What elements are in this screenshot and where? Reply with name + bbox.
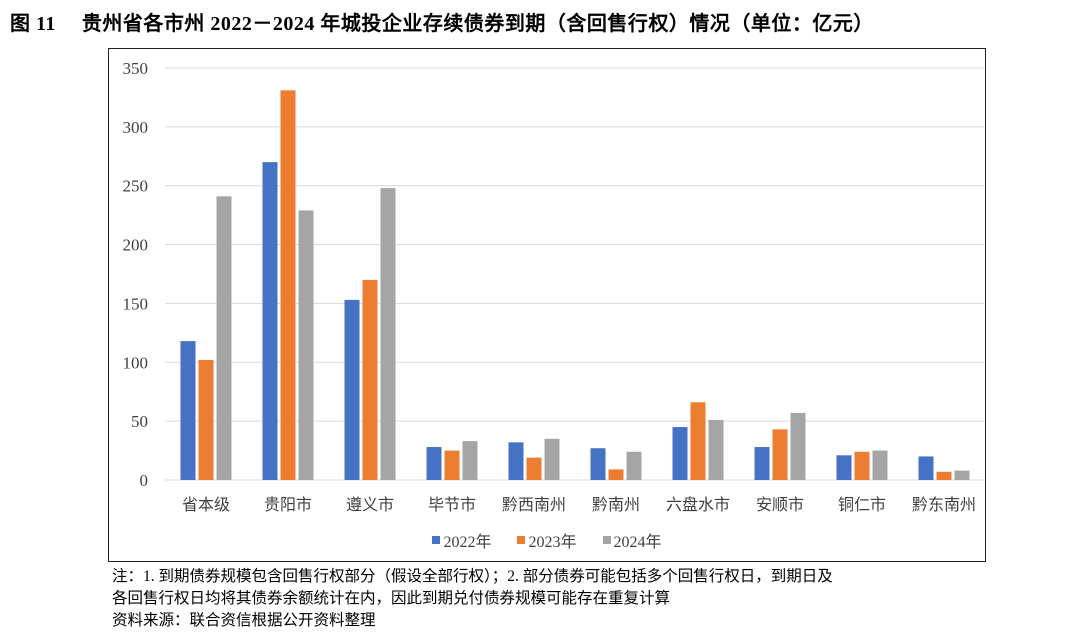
bar-2024年	[544, 438, 560, 480]
bar-2023年	[608, 469, 624, 480]
legend-item: 2024年	[602, 528, 662, 552]
bar-2023年	[362, 279, 378, 480]
chart-notes: 注：1. 到期债券规模包含回售行权部分（假设全部行权）；2. 部分债券可能包括多…	[112, 566, 1077, 632]
y-axis-tick-label: 300	[123, 118, 149, 137]
bar-2022年	[344, 299, 360, 480]
legend-label: 2022年	[443, 534, 492, 551]
bar-2023年	[280, 90, 296, 480]
bar-2022年	[672, 427, 688, 480]
legend-marker	[602, 536, 611, 544]
y-axis-tick-label: 100	[123, 353, 149, 372]
bar-2024年	[216, 196, 232, 480]
y-axis-tick-label: 350	[123, 59, 149, 78]
bar-2023年	[854, 451, 870, 480]
x-axis-category-label: 省本级	[182, 496, 230, 514]
x-axis-category-label: 毕节市	[428, 496, 476, 514]
bar-2024年	[872, 450, 888, 480]
bar-2024年	[380, 188, 396, 480]
x-axis-category-label: 六盘水市	[666, 495, 730, 514]
legend-item: 2022年	[432, 528, 491, 552]
bar-2022年	[590, 448, 606, 480]
x-axis-category-label: 贵阳市	[264, 496, 312, 514]
x-axis-category-label: 铜仁市	[838, 496, 886, 514]
bar-2024年	[790, 412, 806, 480]
bar-2023年	[444, 450, 460, 480]
chart-legend: 2022年 2023年 2024年	[109, 528, 985, 552]
bar-2023年	[526, 457, 542, 480]
figure-number: 图 11	[10, 13, 56, 35]
legend-label: 2023年	[528, 534, 577, 551]
y-axis-tick-label: 150	[123, 294, 149, 313]
chart-frame: 0 50 100 150 200 250 300 350 省本级 贵阳市 遵义市 毕节市 黔西南州 黔南州…	[108, 48, 986, 562]
y-axis-tick-label: 0	[140, 471, 149, 490]
bar-2024年	[298, 210, 314, 481]
bar-2024年	[462, 441, 478, 480]
bar-2024年	[708, 419, 724, 480]
bar-2022年	[754, 447, 770, 480]
x-axis-category-label: 黔东南州	[912, 496, 976, 514]
legend-marker	[517, 536, 526, 544]
bar-2022年	[262, 162, 278, 480]
bar-2022年	[426, 447, 442, 480]
legend-label: 2024年	[613, 534, 662, 551]
figure-caption: 贵州省各市州 2022－2024 年城投企业存续债券到期（含回售行权）情况（单位…	[81, 13, 874, 35]
figure-title: 图 11 贵州省各市州 2022－2024 年城投企业存续债券到期（含回售行权）情…	[10, 7, 1076, 36]
bar-2023年	[936, 471, 952, 480]
bar-2022年	[836, 455, 852, 480]
bar-2022年	[180, 341, 196, 480]
bar-2022年	[508, 442, 524, 480]
bar-2023年	[690, 402, 706, 480]
bar-2024年	[626, 451, 642, 480]
bar-2024年	[954, 470, 970, 480]
bar-chart: 0 50 100 150 200 250 300 350 省本级 贵阳市 遵义市 毕节市 黔西南州 黔南州…	[123, 59, 984, 514]
bar-2022年	[918, 456, 934, 480]
legend-item: 2023年	[517, 528, 577, 552]
note-line-1: 注：1. 到期债券规模包含回售行权部分（假设全部行权）；2. 部分债券可能包括多…	[112, 568, 833, 585]
legend-marker	[432, 536, 441, 544]
source-line: 资料来源：联合资信根据公开资料整理	[112, 612, 376, 629]
y-axis-tick-label: 250	[123, 177, 149, 196]
note-line-2: 各回售行权日均将其债券余额统计在内，因此到期兑付债券规模可能存在重复计算	[112, 590, 671, 607]
bar-2023年	[772, 429, 788, 480]
x-axis-category-label: 安顺市	[756, 496, 804, 514]
x-axis-category-label: 遵义市	[346, 495, 394, 514]
bar-2023年	[198, 359, 214, 480]
x-axis-category-label: 黔南州	[592, 496, 640, 514]
y-axis-tick-label: 50	[131, 412, 148, 431]
x-axis-category-label: 黔西南州	[502, 496, 566, 514]
y-axis-tick-label: 200	[123, 236, 149, 255]
